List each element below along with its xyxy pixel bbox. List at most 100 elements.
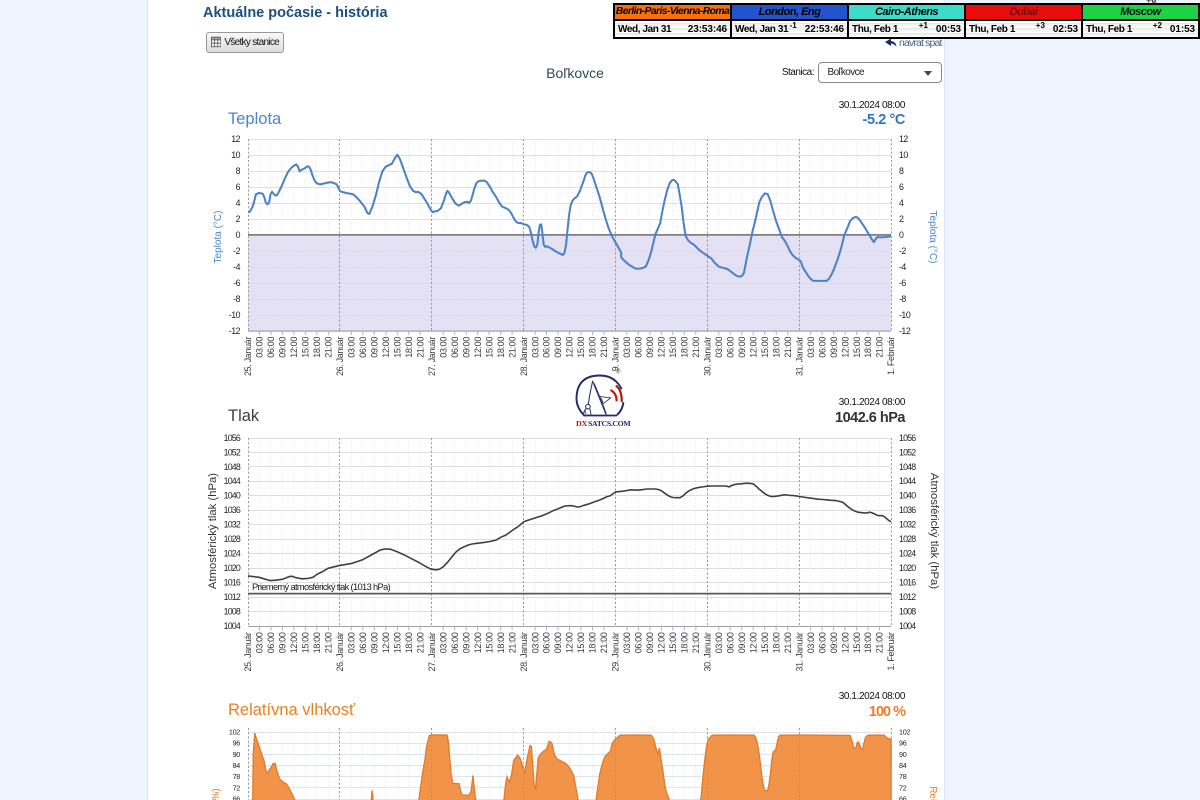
svg-text:06:00: 06:00 — [266, 632, 276, 653]
svg-text:15:00: 15:00 — [576, 337, 586, 358]
svg-text:1040: 1040 — [899, 491, 916, 501]
svg-text:15:00: 15:00 — [484, 632, 494, 653]
svg-text:84: 84 — [899, 761, 907, 770]
svg-text:21:00: 21:00 — [599, 337, 609, 358]
svg-text:03:00: 03:00 — [622, 337, 632, 358]
svg-text:Teplota: Teplota — [228, 110, 282, 128]
svg-text:09:00: 09:00 — [829, 337, 839, 358]
svg-text:18:00: 18:00 — [404, 337, 414, 358]
svg-text:96: 96 — [899, 739, 907, 748]
svg-text:1028: 1028 — [224, 534, 241, 544]
svg-text:1032: 1032 — [224, 520, 241, 530]
svg-text:06:00: 06:00 — [450, 632, 460, 653]
svg-text:06:00: 06:00 — [358, 337, 368, 358]
svg-text:96: 96 — [233, 739, 241, 748]
svg-text:102: 102 — [899, 728, 910, 737]
svg-text:30.1.2024 08:00: 30.1.2024 08:00 — [839, 397, 906, 408]
svg-text:15:00: 15:00 — [668, 632, 678, 653]
svg-text:03:00: 03:00 — [806, 632, 816, 653]
svg-text:66: 66 — [233, 795, 241, 800]
svg-text:15:00: 15:00 — [760, 632, 770, 653]
svg-text:Priemerný atmosférický tlak (1: Priemerný atmosférický tlak (1013 hPa) — [252, 582, 391, 592]
svg-text:1044: 1044 — [224, 476, 241, 486]
svg-text:03:00: 03:00 — [347, 632, 357, 653]
svg-text:12:00: 12:00 — [840, 337, 850, 358]
svg-text:Relatívna vlhkosť: Relatívna vlhkosť — [228, 701, 356, 719]
svg-text:03:00: 03:00 — [438, 632, 448, 653]
svg-text:Teplota (°C): Teplota (°C) — [927, 211, 938, 264]
svg-text:03:00: 03:00 — [806, 337, 816, 358]
svg-text:-12: -12 — [229, 326, 241, 336]
svg-text:-6: -6 — [899, 278, 906, 288]
svg-text:Atmosférický tlak (hPa): Atmosférický tlak (hPa) — [207, 473, 219, 589]
svg-text:84: 84 — [233, 761, 241, 770]
svg-text:06:00: 06:00 — [817, 337, 827, 358]
svg-text:12: 12 — [231, 134, 240, 144]
svg-text:18:00: 18:00 — [680, 337, 690, 358]
svg-text:28. Január: 28. Január — [519, 632, 529, 671]
svg-text:72: 72 — [899, 783, 907, 792]
svg-text:1024: 1024 — [224, 549, 241, 559]
svg-text:09:00: 09:00 — [553, 337, 563, 358]
svg-text:18:00: 18:00 — [404, 632, 414, 653]
svg-text:03:00: 03:00 — [255, 632, 265, 653]
svg-text:12:00: 12:00 — [748, 337, 758, 358]
svg-text:1004: 1004 — [224, 621, 241, 631]
svg-text:06:00: 06:00 — [817, 632, 827, 653]
svg-text:1052: 1052 — [224, 447, 241, 457]
svg-text:1044: 1044 — [899, 476, 916, 486]
svg-text:1016: 1016 — [899, 578, 916, 588]
svg-text:1056: 1056 — [224, 433, 241, 443]
svg-text:1008: 1008 — [224, 607, 241, 617]
svg-text:06:00: 06:00 — [266, 337, 276, 358]
svg-text:1. Február: 1. Február — [886, 337, 896, 375]
svg-text:8: 8 — [899, 166, 904, 176]
svg-text:15:00: 15:00 — [852, 337, 862, 358]
svg-text:-2: -2 — [899, 246, 906, 256]
svg-text:12:00: 12:00 — [289, 337, 299, 358]
svg-text:21:00: 21:00 — [324, 337, 334, 358]
svg-text:0: 0 — [236, 230, 241, 240]
svg-text:06:00: 06:00 — [726, 632, 736, 653]
svg-text:Atmosférický tlak (hPa): Atmosférický tlak (hPa) — [928, 473, 940, 589]
svg-text:Tlak: Tlak — [228, 407, 260, 425]
svg-text:09:00: 09:00 — [829, 632, 839, 653]
svg-text:03:00: 03:00 — [255, 337, 265, 358]
svg-text:18:00: 18:00 — [496, 337, 506, 358]
svg-text:-4: -4 — [899, 262, 906, 272]
svg-text:12:00: 12:00 — [381, 337, 391, 358]
svg-text:06:00: 06:00 — [542, 632, 552, 653]
svg-text:21:00: 21:00 — [324, 632, 334, 653]
svg-text:1056: 1056 — [899, 433, 916, 443]
svg-text:21:00: 21:00 — [507, 632, 517, 653]
svg-text:1048: 1048 — [224, 462, 241, 472]
svg-text:12:00: 12:00 — [565, 632, 575, 653]
svg-text:15:00: 15:00 — [484, 337, 494, 358]
svg-text:18:00: 18:00 — [312, 337, 322, 358]
svg-text:1032: 1032 — [899, 520, 916, 530]
svg-text:102: 102 — [229, 728, 240, 737]
svg-text:03:00: 03:00 — [438, 337, 448, 358]
svg-text:2: 2 — [899, 214, 904, 224]
svg-text:4: 4 — [236, 198, 241, 208]
svg-text:-5.2 °C: -5.2 °C — [863, 112, 906, 128]
svg-text:1048: 1048 — [899, 462, 916, 472]
svg-text:09:00: 09:00 — [645, 337, 655, 358]
svg-text:21:00: 21:00 — [507, 337, 517, 358]
svg-text:1036: 1036 — [224, 505, 241, 515]
svg-text:9. Január: 9. Január — [611, 337, 621, 372]
svg-text:06:00: 06:00 — [634, 337, 644, 358]
svg-text:12:00: 12:00 — [657, 632, 667, 653]
svg-text:18:00: 18:00 — [771, 632, 781, 653]
svg-text:03:00: 03:00 — [714, 337, 724, 358]
svg-text:1042.6 hPa: 1042.6 hPa — [835, 410, 906, 426]
svg-text:72: 72 — [233, 783, 241, 792]
svg-text:03:00: 03:00 — [530, 632, 540, 653]
svg-text:6: 6 — [899, 182, 904, 192]
svg-text:1024: 1024 — [899, 549, 916, 559]
svg-text:06:00: 06:00 — [450, 337, 460, 358]
svg-text:21:00: 21:00 — [783, 632, 793, 653]
svg-text:12:00: 12:00 — [289, 632, 299, 653]
svg-text:09:00: 09:00 — [737, 337, 747, 358]
svg-text:06:00: 06:00 — [542, 337, 552, 358]
